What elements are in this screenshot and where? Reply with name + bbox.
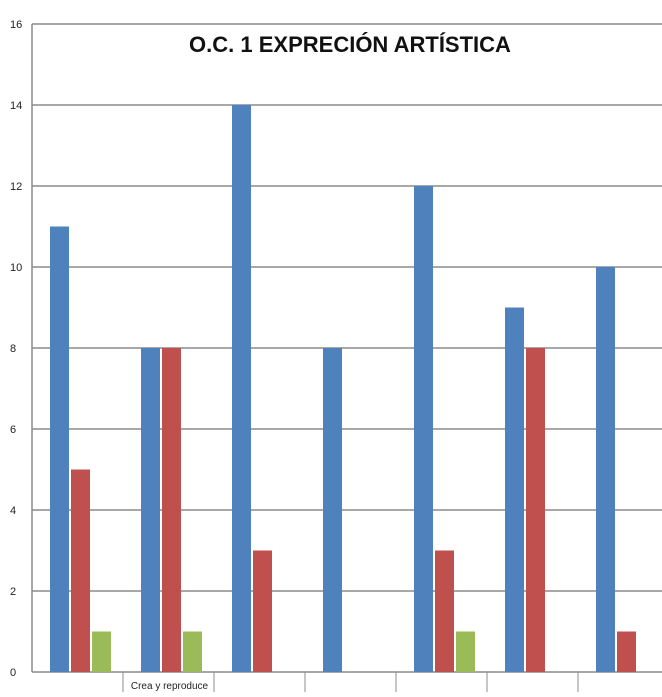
- bar-series1-cat7: [596, 267, 615, 672]
- category-label: Crea y reproduce: [131, 681, 209, 692]
- bar-series2-cat1: [71, 469, 90, 672]
- bar-series1-cat5: [414, 186, 433, 672]
- bar-series3-cat5: [456, 631, 475, 672]
- bar-series2-cat7: [617, 631, 636, 672]
- bar-series3-cat1: [92, 631, 111, 672]
- y-tick-label: 4: [10, 505, 16, 517]
- bar-series2-cat2: [162, 348, 181, 672]
- y-tick-label: 6: [10, 424, 16, 436]
- bar-series2-cat5: [435, 550, 454, 672]
- y-tick-label: 12: [10, 181, 22, 193]
- y-tick-label: 8: [10, 343, 16, 355]
- bars: [50, 105, 636, 672]
- y-tick-label: 14: [10, 100, 22, 112]
- bar-series1-cat4: [323, 348, 342, 672]
- y-tick-label: 2: [10, 586, 16, 598]
- bar-series2-cat6: [526, 348, 545, 672]
- y-axis-ticks: 0 2 4 6 8 10 12 14 16: [10, 19, 22, 679]
- y-tick-label: 0: [10, 667, 16, 679]
- bar-series3-cat2: [183, 631, 202, 672]
- bar-series1-cat6: [505, 307, 524, 672]
- bar-series1-cat3: [232, 105, 251, 672]
- bar-series2-cat3: [253, 550, 272, 672]
- gridlines: [32, 23, 662, 673]
- chart-title: O.C. 1 EXPRECIÓN ARTÍSTICA: [189, 32, 511, 57]
- y-tick-label: 16: [10, 19, 22, 31]
- bar-series1-cat2: [141, 348, 160, 672]
- x-axis-categories: Crea y reproduce: [122, 672, 579, 692]
- bar-series1-cat1: [50, 226, 69, 672]
- y-tick-label: 10: [10, 262, 22, 274]
